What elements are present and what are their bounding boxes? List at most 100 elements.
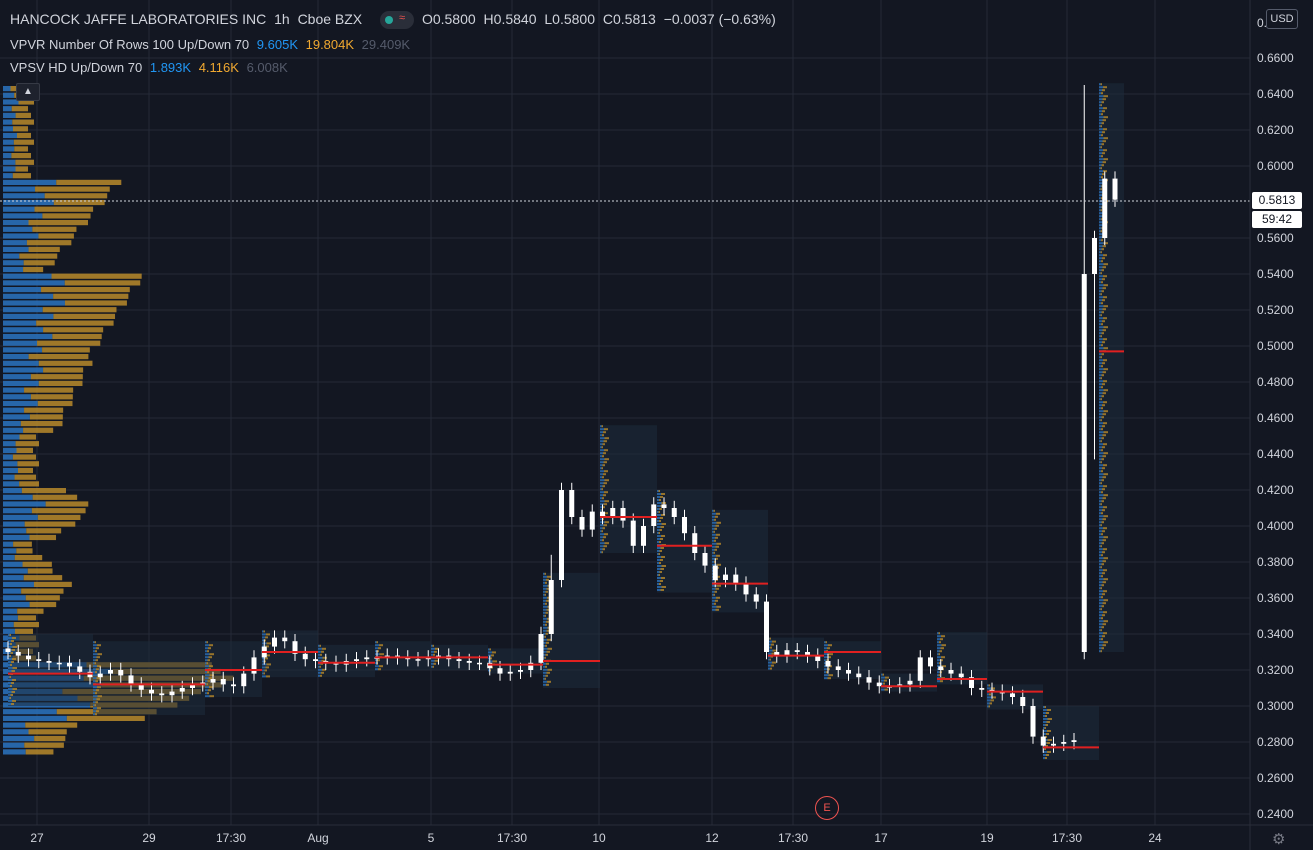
settings-gear-icon[interactable]: ⚙: [1272, 831, 1286, 848]
vpsv-up-bar: [1099, 140, 1103, 143]
vpsv-down-bar: [264, 660, 266, 663]
vpvr-down-bar: [37, 340, 101, 346]
vpsv-up-bar: [543, 644, 545, 647]
exchange-label: Cboe BZX: [297, 11, 363, 27]
vpvr-down-bar: [16, 447, 33, 453]
vpvr-down-bar: [17, 461, 39, 467]
vpsv-down-bar: [1046, 754, 1049, 756]
earnings-marker[interactable]: E: [815, 796, 839, 820]
vpsv-up-bar: [1099, 326, 1104, 329]
vpsv-up-bar: [1099, 176, 1101, 179]
vpsv-down-bar: [10, 694, 13, 696]
vpsv-down-bar: [1101, 647, 1104, 650]
vpvr-down-bar: [37, 514, 81, 520]
price-tick-label: 0.4800: [1257, 375, 1294, 389]
vpsv-up-bar: [262, 672, 264, 675]
vpsv-up-bar: [375, 665, 379, 668]
currency-button[interactable]: USD: [1266, 9, 1298, 29]
vpsv-up-bar: [205, 647, 208, 650]
time-axis[interactable]: 27 29 17:30 Aug 5 17:30 10 12 17:30 17 19 17:30 24: [30, 831, 1162, 845]
vpsv-down-bar: [716, 533, 720, 536]
vpsv-down-bar: [1102, 446, 1105, 449]
candle-body: [1071, 740, 1077, 742]
vpsv-up-bar: [8, 661, 11, 663]
vpsv-down-bar: [1100, 440, 1102, 443]
candle-body: [876, 682, 882, 687]
vpvr-up-bar: [3, 481, 20, 487]
vpsv-up-bar: [600, 458, 605, 461]
candle-body: [630, 520, 636, 546]
vpsv-up-bar: [712, 515, 715, 518]
vpsv-up-bar: [1099, 527, 1103, 530]
vpvr-down-bar: [42, 307, 117, 313]
candle-body: [600, 511, 605, 517]
vpvr-legend[interactable]: VPVR Number Of Rows 100 Up/Down 70 9.605…: [10, 37, 414, 52]
vpsv-up-bar: [318, 671, 321, 674]
vpsv-down-bar: [601, 446, 603, 449]
price-axis[interactable]: 0.2400 0.2600 0.2800 0.3000 0.3200 0.3400 0.36…: [1257, 16, 1294, 821]
vpvr-up-bar: [3, 595, 26, 601]
candle-body: [825, 661, 831, 667]
vpsv-up-bar: [1099, 458, 1102, 461]
vpvr-up-bar: [3, 742, 25, 748]
vpsv-up-bar: [8, 703, 11, 705]
vpsv-down-bar: [1102, 308, 1106, 311]
vpsv-up-bar: [1099, 269, 1102, 272]
vpsv-up-bar: [987, 687, 991, 690]
vpvr-up-bar: [3, 233, 39, 239]
vpsv-up-bar: [657, 505, 661, 507]
candle-body: [5, 648, 11, 652]
vpsv-down-bar: [1102, 161, 1106, 164]
candle-body: [415, 659, 421, 661]
vpsv-down-bar: [1100, 587, 1102, 590]
vpsv-down-bar: [715, 557, 718, 560]
vpsv-up-bar: [600, 488, 602, 491]
vpsv-down-value: 4.116K: [198, 60, 239, 75]
collapse-legend-button[interactable]: ▲: [16, 83, 40, 101]
vpsv-down-bar: [1100, 398, 1102, 401]
vpsv-down-bar: [604, 500, 609, 503]
candle-body: [159, 693, 165, 696]
time-tick-label: 5: [428, 831, 435, 845]
vpsv-down-bar: [991, 696, 996, 699]
vpsv-down-bar: [1103, 620, 1108, 623]
vpsv-down-bar: [546, 650, 550, 653]
vpsv-down-bar: [1101, 533, 1103, 536]
candle-body: [835, 666, 841, 670]
vpsv-down-bar: [716, 542, 721, 545]
vpsv-up-bar: [600, 503, 604, 506]
vpsv-down-bar: [602, 485, 605, 488]
vpvr-up-bar: [3, 374, 31, 380]
vpsv-up-bar: [712, 530, 714, 533]
vpvr-down-bar: [28, 729, 67, 735]
market-status-toggle[interactable]: ≈: [380, 11, 415, 30]
vpsv-up-bar: [8, 637, 12, 639]
vpsv-up-bar: [1099, 413, 1103, 416]
vpsv-down-bar: [1045, 715, 1047, 717]
candle-body: [907, 680, 913, 685]
candle-body: [774, 652, 780, 656]
vpsv-up-bar: [1099, 308, 1103, 311]
vpvr-down-bar: [27, 568, 53, 574]
vpsv-down-bar: [546, 578, 549, 581]
vpsv-down-bar: [1102, 131, 1105, 134]
candle-body: [815, 655, 821, 661]
vpsv-up-bar: [1099, 221, 1104, 224]
vpsv-down-bar: [379, 665, 383, 668]
vpsv-down-bar: [1101, 458, 1104, 461]
vpsv-down-bar: [1103, 368, 1108, 371]
vpsv-down-bar: [1102, 320, 1105, 323]
vpsv-up-bar: [205, 641, 207, 644]
vpsv-up-bar: [712, 563, 717, 566]
vpsv-legend[interactable]: VPSV HD Up/Down 70 1.893K 4.116K 6.008K: [10, 60, 292, 75]
vpsv-up-bar: [1099, 545, 1101, 548]
vpsv-up-bar: [600, 506, 603, 509]
vpsv-down-bar: [1103, 305, 1108, 308]
vpvr-down-bar: [23, 260, 55, 266]
vpsv-up-bar: [93, 641, 95, 644]
vpsv-up-bar: [8, 667, 13, 669]
vpsv-up-bar: [205, 686, 209, 689]
vpsv-down-bar: [713, 593, 715, 596]
vpsv-down-bar: [545, 590, 548, 593]
